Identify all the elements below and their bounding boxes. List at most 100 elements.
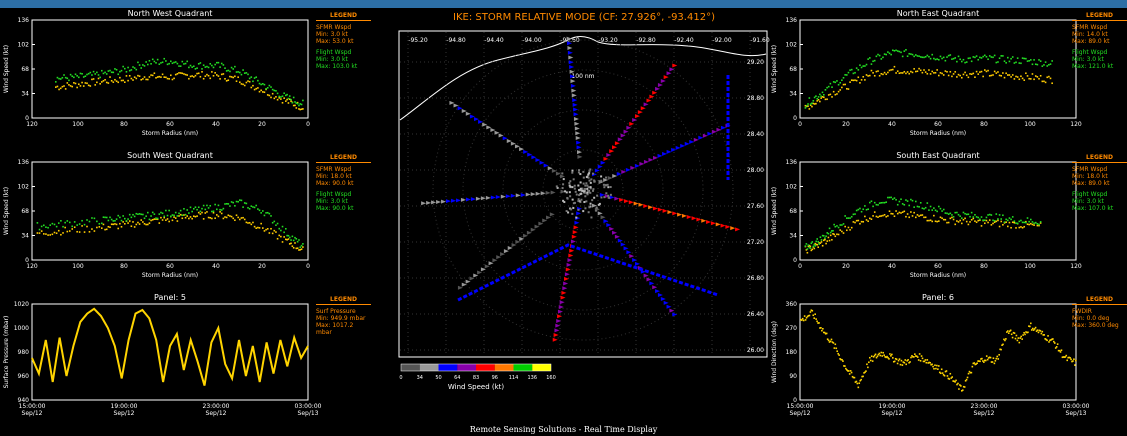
wind-barb-marker	[577, 159, 583, 164]
scatter-point	[240, 199, 243, 202]
scatter-point	[984, 54, 986, 57]
scatter-point	[905, 72, 907, 75]
scatter-point	[179, 65, 182, 67]
eye-marker	[585, 182, 588, 185]
scatter-point	[969, 57, 971, 59]
scatter-point	[211, 210, 213, 213]
scatter-point	[997, 219, 999, 222]
scatter-point	[248, 207, 251, 210]
scatter-point	[148, 59, 151, 62]
scatter-point	[107, 225, 110, 228]
scatter-point	[202, 64, 205, 67]
scatter-point	[916, 205, 919, 208]
colorbar-tick-label: 160	[546, 375, 556, 381]
scatter-point	[276, 222, 279, 225]
scatter-point	[285, 94, 287, 97]
scatter-point	[1000, 218, 1003, 220]
scatter-point	[805, 316, 808, 319]
scatter-point	[151, 218, 154, 221]
wind-barb-marker	[570, 79, 576, 84]
scatter-point	[219, 208, 221, 211]
scatter-point	[823, 331, 825, 334]
scatter-point	[822, 327, 824, 330]
scatter-point	[109, 216, 111, 219]
scatter-point	[923, 360, 926, 363]
scatter-point	[993, 54, 996, 57]
scatter-point	[300, 248, 303, 250]
scatter-point	[38, 232, 41, 234]
scatter-point	[125, 70, 128, 73]
scatter-point	[938, 220, 940, 222]
scatter-point	[188, 66, 190, 69]
scatter-point	[214, 63, 216, 66]
legend-s1-max: Max: 360.0 deg	[1072, 322, 1119, 329]
scatter-point	[805, 243, 808, 245]
scatter-point	[97, 77, 100, 80]
wind-barb-marker	[609, 195, 615, 200]
scatter-point	[849, 81, 851, 83]
scatter-point	[927, 362, 930, 364]
scatter-point	[944, 212, 947, 214]
wind-barb-marker	[503, 249, 509, 254]
scatter-point	[979, 71, 981, 73]
legend-s2-name: Flight Wspd	[316, 191, 352, 198]
y-tick-label: 0	[25, 257, 29, 264]
scatter-point	[923, 207, 925, 210]
wind-barb-marker	[603, 177, 609, 182]
scatter-point	[1015, 227, 1017, 229]
wind-barb-marker	[421, 201, 427, 206]
scatter-point	[290, 242, 292, 245]
scatter-point	[235, 200, 238, 203]
top-window-bar	[0, 0, 1127, 8]
scatter-point	[862, 208, 865, 211]
x-tick-label: 100	[72, 263, 84, 270]
wind-barb-marker	[633, 201, 639, 206]
scatter-point	[110, 79, 113, 82]
eye-marker	[562, 178, 565, 181]
scatter-point	[823, 94, 825, 96]
scatter-point	[1064, 356, 1067, 358]
scatter-point	[882, 56, 884, 59]
scatter-point	[892, 213, 894, 215]
scatter-point	[901, 55, 904, 58]
colorbar-tick-label: 64	[454, 375, 460, 381]
y-tick-label: 102	[18, 184, 30, 191]
scatter-point	[247, 222, 249, 224]
scatter-point	[96, 220, 98, 223]
wind-barb-marker	[535, 191, 541, 196]
scatter-point	[977, 58, 980, 61]
scatter-point	[189, 75, 192, 78]
scatter-point	[171, 62, 174, 65]
wind-barb-marker	[672, 211, 678, 216]
wind-barb-marker	[607, 175, 613, 180]
scatter-point	[1007, 330, 1009, 332]
wind-barb-marker	[648, 157, 654, 162]
scatter-point	[916, 55, 919, 57]
scatter-point	[248, 222, 251, 224]
scatter-point	[830, 338, 833, 341]
scatter-point	[842, 360, 844, 362]
scatter-point	[69, 73, 72, 76]
scatter-point	[1003, 221, 1006, 223]
scatter-point	[94, 73, 97, 75]
legend-s2-max: Max: 90.0 kt	[316, 205, 354, 212]
scatter-point	[941, 210, 943, 212]
scatter-point	[1007, 225, 1009, 228]
wind-barb-marker	[606, 223, 612, 228]
lat-tick-label: 27.20	[747, 239, 764, 246]
scatter-point	[88, 220, 91, 223]
scatter-point	[219, 78, 221, 80]
nw-legend: LEGEND SFMR Wspd Min: 3.0 kt Max: 53.0 k…	[316, 12, 371, 70]
wind-barb-marker	[576, 211, 582, 216]
legend-s2-min: Min: 3.0 kt	[316, 56, 348, 63]
map-frame	[398, 30, 768, 358]
scatter-point	[174, 217, 177, 219]
scatter-point	[194, 68, 197, 70]
eye-marker	[603, 196, 606, 199]
scatter-point	[78, 223, 81, 225]
wind-barb-marker	[643, 203, 649, 208]
scatter-point	[142, 213, 144, 216]
scatter-point	[1005, 61, 1007, 64]
eye-marker	[598, 181, 601, 184]
